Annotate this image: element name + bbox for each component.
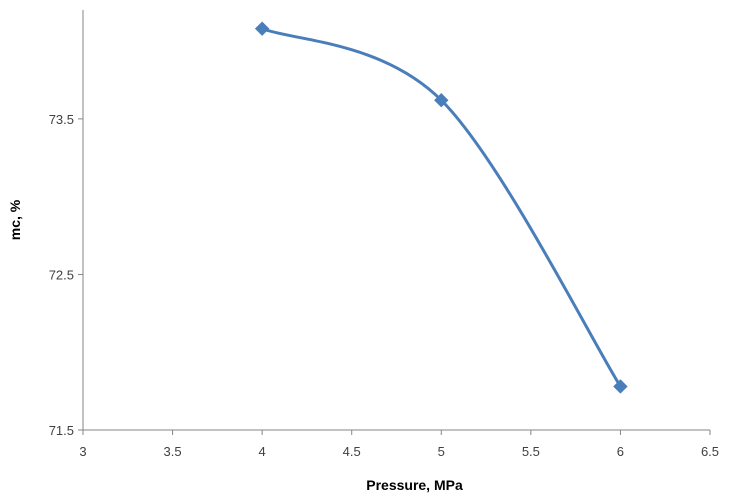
- series-layer: [254, 21, 628, 394]
- x-tick-label: 6.5: [701, 444, 719, 459]
- x-tick-label: 4.5: [343, 444, 361, 459]
- data-point-marker: [613, 379, 628, 394]
- x-tick-label: 4: [259, 444, 266, 459]
- y-tick-label: 71.5: [49, 423, 74, 438]
- x-tick-label: 6: [617, 444, 624, 459]
- x-tick-label: 3.5: [164, 444, 182, 459]
- data-point-marker: [434, 93, 449, 108]
- x-tick-label: 3: [79, 444, 86, 459]
- series-line: [260, 27, 622, 388]
- data-point-marker: [254, 21, 270, 36]
- y-axis: 71.5 72.5 73.5: [49, 10, 84, 438]
- x-tick-label: 5: [438, 444, 445, 459]
- y-axis-title: mc, %: [7, 199, 23, 240]
- x-axis-title: Pressure, MPa: [366, 477, 463, 493]
- y-tick-label: 73.5: [49, 112, 74, 127]
- y-tick-label: 72.5: [49, 267, 74, 282]
- x-tick-label: 5.5: [522, 444, 540, 459]
- x-axis: 3 3.5 4 4.5 5 5.5 6 6.5: [79, 429, 719, 459]
